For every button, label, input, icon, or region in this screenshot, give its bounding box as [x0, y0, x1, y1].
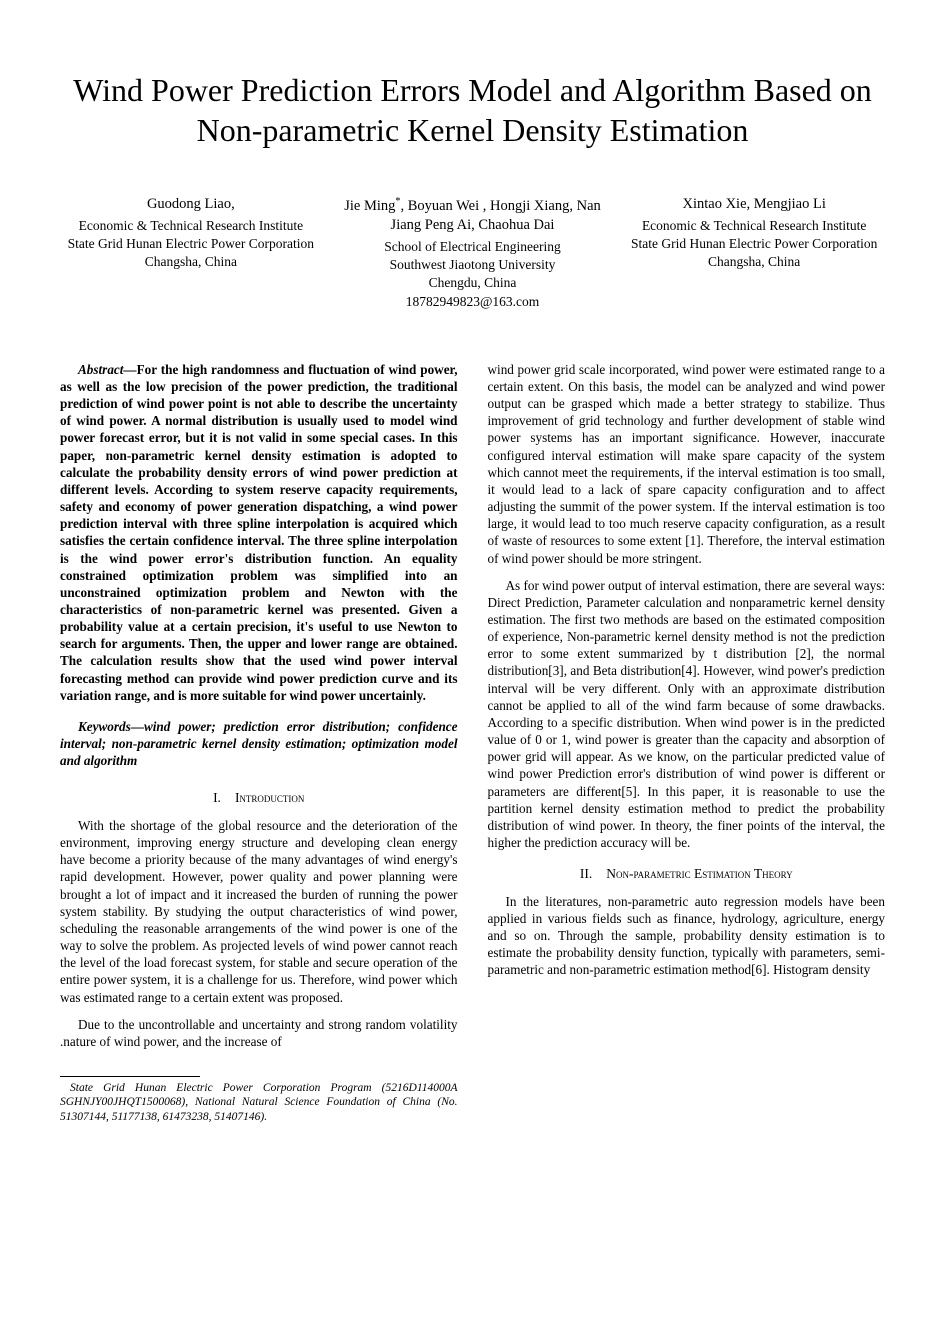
author-block-3: Xintao Xie, Mengjiao Li Economic & Techn… [623, 195, 885, 311]
abstract-label: Abstract— [78, 362, 137, 377]
col2-continuation: wind power grid scale incorporated, wind… [488, 361, 886, 567]
author-affil-line: Chengdu, China [342, 274, 604, 292]
paper-title: Wind Power Prediction Errors Model and A… [60, 70, 885, 150]
footnote-separator [60, 1076, 200, 1077]
section-heading-intro: I. Introduction [60, 789, 458, 807]
section-title: Non-parametric Estimation Theory [606, 866, 792, 881]
body-columns: Abstract—For the high randomness and flu… [60, 361, 885, 1124]
section2-para: In the literatures, non-parametric auto … [488, 893, 886, 979]
abstract-text: For the high randomness and fluctuation … [60, 362, 458, 703]
col2-para-2: As for wind power output of interval est… [488, 577, 886, 852]
author-affil-line: Economic & Technical Research Institute [623, 217, 885, 235]
author-email: 18782949823@163.com [342, 293, 604, 311]
author-affil-line: Economic & Technical Research Institute [60, 217, 322, 235]
author-block-1: Guodong Liao, Economic & Technical Resea… [60, 195, 322, 311]
left-column: Abstract—For the high randomness and flu… [60, 361, 458, 1124]
author-affil-line: School of Electrical Engineering [342, 238, 604, 256]
intro-para-1: With the shortage of the global resource… [60, 817, 458, 1006]
section-num: II. [580, 866, 592, 881]
authors-row: Guodong Liao, Economic & Technical Resea… [60, 195, 885, 311]
author-names: Guodong Liao, [60, 195, 322, 215]
section-heading-2: II. Non-parametric Estimation Theory [488, 865, 886, 883]
right-column: wind power grid scale incorporated, wind… [488, 361, 886, 1124]
intro-para-2: Due to the uncontrollable and uncertaint… [60, 1016, 458, 1050]
section-title: Introduction [235, 790, 305, 805]
keywords: Keywords—wind power; prediction error di… [60, 718, 458, 769]
author-affil-line: Changsha, China [623, 253, 885, 271]
author-affil-line: State Grid Hunan Electric Power Corporat… [623, 235, 885, 253]
author-names: Xintao Xie, Mengjiao Li [623, 195, 885, 215]
author-affil-line: Changsha, China [60, 253, 322, 271]
section-num: I. [213, 790, 221, 805]
author-affil-line: Southwest Jiaotong University [342, 256, 604, 274]
keywords-label: Keywords— [78, 719, 144, 734]
author-block-2: Jie Ming*, Boyuan Wei , Hongji Xiang, Na… [342, 195, 604, 311]
abstract: Abstract—For the high randomness and flu… [60, 361, 458, 704]
footnote: State Grid Hunan Electric Power Corporat… [60, 1081, 458, 1124]
footnote-text: State Grid Hunan Electric Power Corporat… [60, 1082, 458, 1123]
author-affil-line: State Grid Hunan Electric Power Corporat… [60, 235, 322, 253]
author-names: Jie Ming*, Boyuan Wei , Hongji Xiang, Na… [342, 195, 604, 236]
